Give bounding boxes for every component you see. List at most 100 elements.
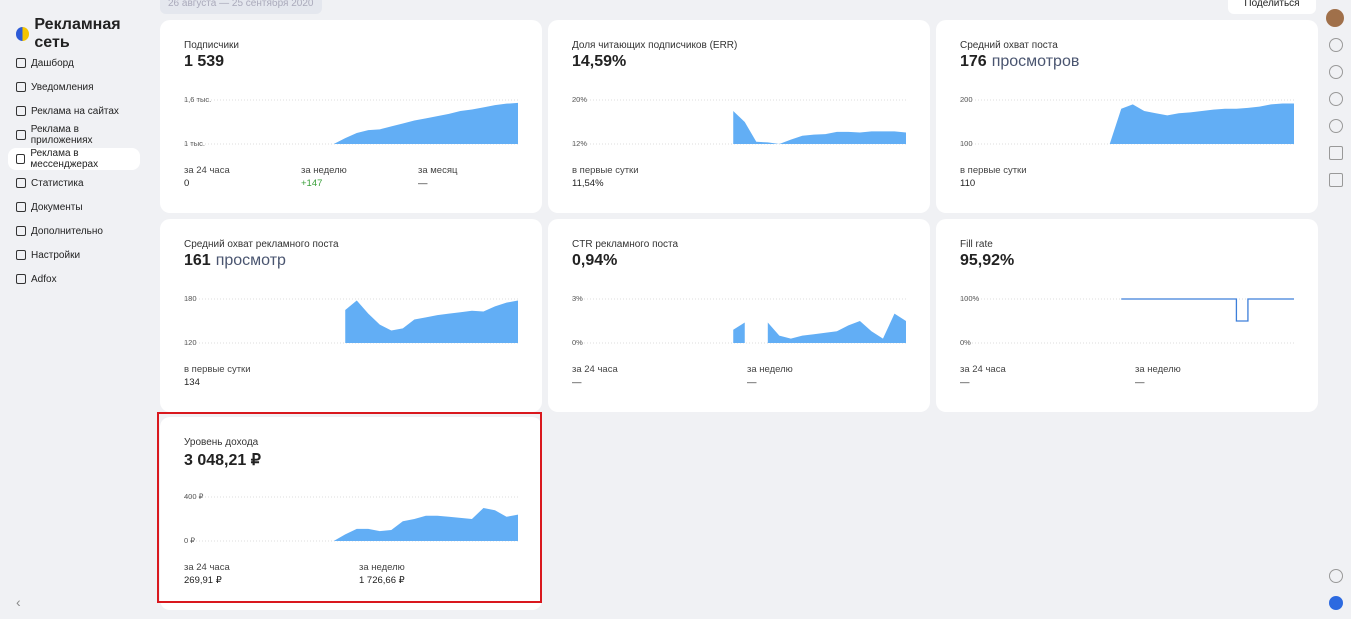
- card-title: CTR рекламного поста: [572, 239, 679, 250]
- menu-item[interactable]: Статистика: [8, 172, 140, 194]
- unit: просмотр: [215, 252, 286, 269]
- y-tick-label: 1,6 тыс.: [184, 95, 211, 104]
- menu-icon: [16, 106, 26, 116]
- value: 14,59%: [572, 53, 627, 70]
- card-title: Fill rate: [960, 239, 993, 250]
- collapse[interactable]: ‹: [16, 594, 21, 610]
- sparkline: 20% 12%: [572, 95, 906, 148]
- stat-value: 269,91 ₽: [184, 575, 222, 586]
- value: 1 539: [184, 53, 225, 70]
- sparkline: 100% 0%: [960, 294, 1294, 347]
- metric-card: Fill rate 95,92% 100% 0% за 24 часа — за недел…: [936, 219, 1318, 412]
- stat-value: 0: [184, 178, 190, 189]
- stat-label: за неделю: [301, 165, 347, 176]
- stat-label: в первые сутки: [572, 165, 639, 176]
- sparkline: 3% 0%: [572, 294, 906, 347]
- sidebar: Рекламная сеть Дашборд Уведомления Реклама…: [0, 0, 155, 619]
- menu-label: Реклама в мессенджерах: [30, 148, 99, 170]
- stat-value: —: [960, 377, 970, 388]
- stat-value: +147: [301, 178, 323, 189]
- stat-value: 110: [960, 178, 976, 189]
- stat-value: —: [747, 377, 757, 388]
- stat-value: —: [418, 178, 428, 189]
- stat-label: за 24 часа: [184, 562, 230, 573]
- help-icon[interactable]: [1329, 119, 1343, 133]
- metric-card: Средний охват рекламного поста 161 просмот…: [160, 219, 542, 412]
- card-title: Доля читающих подписчиков (ERR): [572, 40, 738, 51]
- menu-item[interactable]: Реклама в мессенджерах: [8, 148, 140, 170]
- menu-item[interactable]: Документы: [8, 196, 140, 218]
- share-button[interactable]: Поделиться: [1228, 0, 1316, 14]
- card-title: Уровень дохода: [184, 437, 259, 448]
- code-icon[interactable]: [1329, 173, 1343, 187]
- logo-text: Рекламная сеть: [34, 16, 121, 51]
- stat-label: в первые сутки: [960, 165, 1027, 176]
- menu-label: Adfox: [31, 273, 57, 285]
- sparkline: 1,6 тыс. 1 тыс.: [184, 95, 518, 148]
- card-title: Подписчики: [184, 40, 240, 51]
- sparkline: 400 ₽ 0 ₽: [184, 492, 518, 545]
- series-area: [333, 102, 518, 144]
- menu-icon: [16, 274, 26, 284]
- menu-item[interactable]: Реклама на сайтах: [8, 100, 140, 122]
- card-value: 0,94%: [572, 252, 617, 270]
- like-icon[interactable]: [1329, 38, 1343, 52]
- api-icon[interactable]: [1329, 146, 1343, 160]
- y-tick-label: 20%: [572, 95, 587, 104]
- menu-label: Документы: [31, 201, 83, 213]
- sparkline: 180 120: [184, 294, 518, 347]
- series-area: [1109, 103, 1294, 144]
- date-range[interactable]: 26 августа — 25 сентября 2020: [160, 0, 322, 14]
- menu-icon: [16, 202, 26, 212]
- metric-card: Подписчики 1 539 1,6 тыс. 1 тыс. за 24 часа 0…: [160, 20, 542, 213]
- unit: просмотров: [991, 53, 1080, 70]
- stat-value: 134: [184, 377, 200, 388]
- chat-icon[interactable]: [1329, 92, 1343, 106]
- y-tick-label: 12%: [572, 139, 587, 148]
- y-tick-label: 400 ₽: [184, 492, 204, 501]
- bell-icon[interactable]: [1329, 65, 1343, 79]
- card-value: 161 просмотр: [184, 252, 286, 270]
- menu-label: Реклама на сайтах: [31, 105, 119, 117]
- card-title: Средний охват поста: [960, 40, 1058, 51]
- y-tick-label: 200: [960, 95, 973, 104]
- menu-icon: [16, 154, 26, 164]
- menu-icon: [16, 130, 26, 140]
- menu-label: Дашборд: [31, 57, 74, 69]
- avatar[interactable]: [1326, 9, 1344, 27]
- stat-label: за 24 часа: [960, 364, 1006, 375]
- stat-label: в первые сутки: [184, 364, 251, 375]
- y-tick-label: 180: [184, 294, 197, 303]
- menu-item[interactable]: Реклама в приложениях: [8, 124, 140, 146]
- y-tick-label: 120: [184, 338, 197, 347]
- y-tick-label: 100: [960, 139, 973, 148]
- menu-icon: [16, 58, 26, 68]
- logo[interactable]: Рекламная сеть: [16, 16, 155, 52]
- assistant-icon[interactable]: [1329, 596, 1343, 610]
- menu-item[interactable]: Adfox: [8, 268, 140, 290]
- menu-item[interactable]: Уведомления: [8, 76, 140, 98]
- logo-icon: [16, 27, 30, 41]
- stat-value: —: [572, 377, 582, 388]
- card-value: 95,92%: [960, 252, 1014, 270]
- card-value: 176 просмотров: [960, 53, 1079, 71]
- series-area: [733, 322, 745, 343]
- stat-label: за неделю: [359, 562, 405, 573]
- menu-icon: [16, 82, 26, 92]
- menu-item[interactable]: Настройки: [8, 244, 140, 266]
- menu-item[interactable]: Дополнительно: [8, 220, 140, 242]
- stat-value: —: [1135, 377, 1145, 388]
- menu-icon: [16, 250, 26, 260]
- card-value: 14,59%: [572, 53, 626, 71]
- series-area: [345, 300, 518, 343]
- metric-card: Уровень дохода 3 048,21 ₽ 400 ₽ 0 ₽ за 24 ча…: [160, 417, 542, 610]
- card-value: 1 539: [184, 53, 224, 71]
- globe-icon[interactable]: [1329, 569, 1343, 583]
- value: 161: [184, 252, 211, 269]
- value: 0,94%: [572, 252, 618, 269]
- stat-label: за месяц: [418, 165, 458, 176]
- menu-item[interactable]: Дашборд: [8, 52, 140, 74]
- value: 95,92%: [960, 252, 1015, 269]
- value: 176: [960, 53, 987, 70]
